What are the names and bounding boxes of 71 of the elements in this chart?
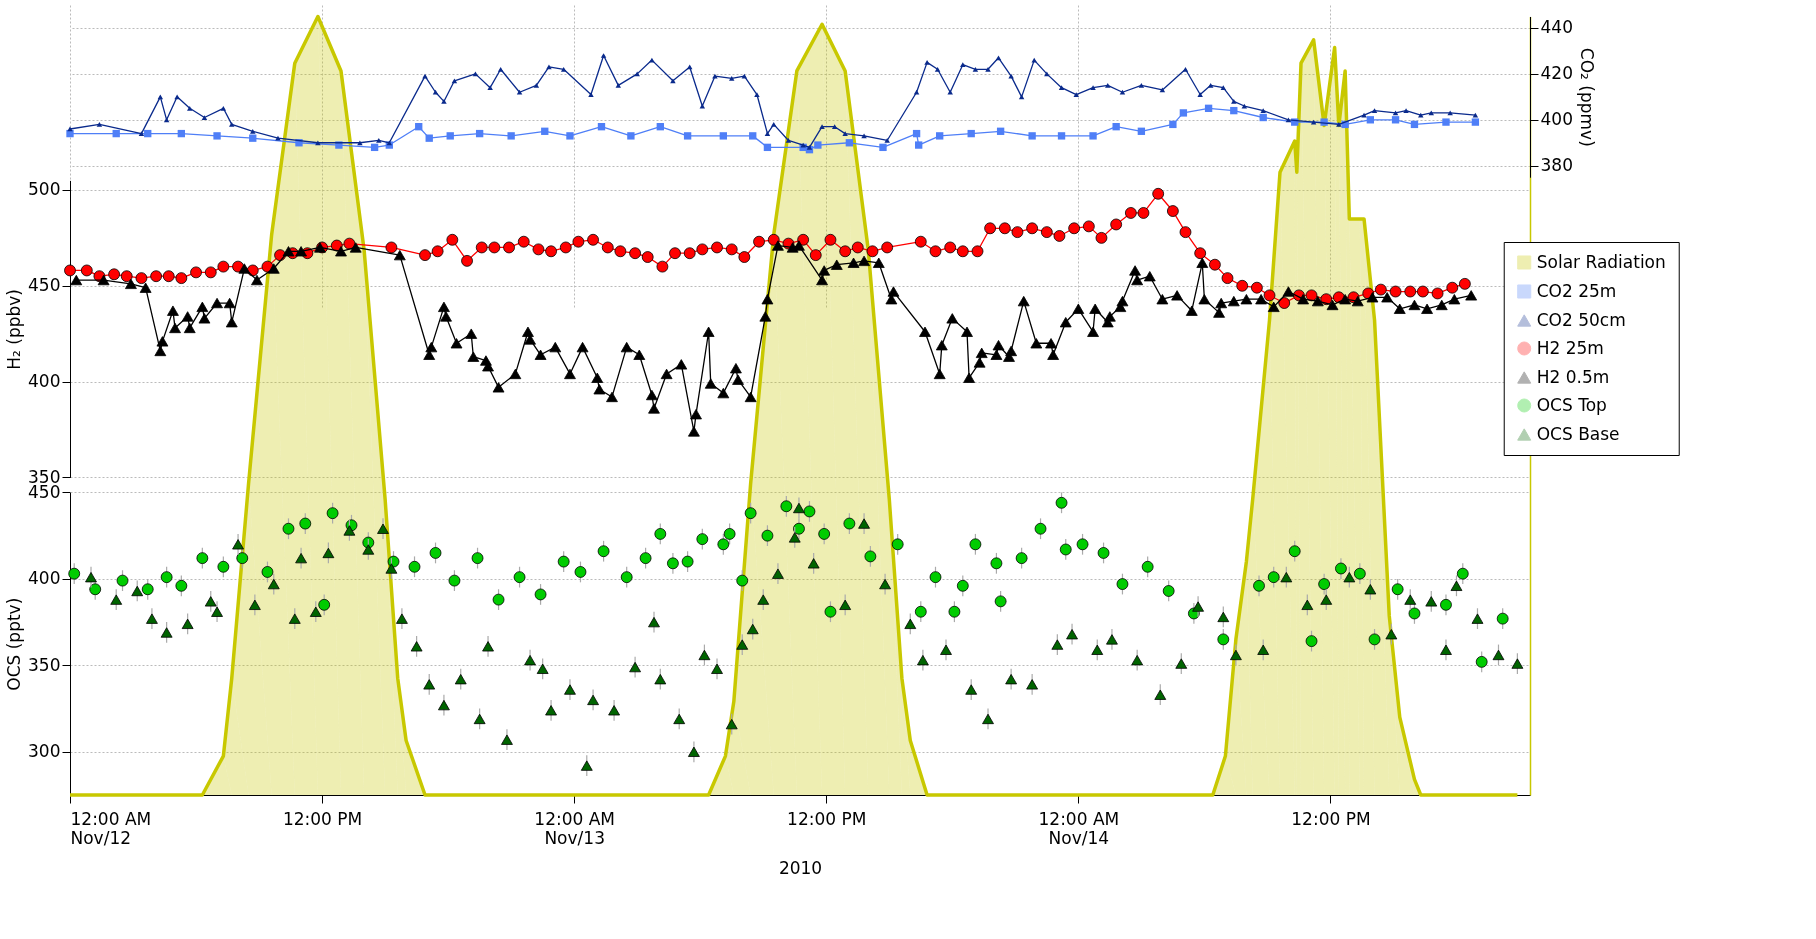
point: [1179, 109, 1188, 117]
y-tick-label: 400: [28, 371, 61, 392]
x-tick-label: 12:00 PM: [787, 808, 867, 829]
point: [1137, 127, 1146, 135]
legend-label: OCS Base: [1536, 423, 1620, 444]
point: [845, 139, 854, 147]
x-tick-label: 12:00 AM Nov/12: [70, 808, 152, 848]
y-axis-title: H₂ (ppbv): [4, 289, 25, 370]
legend-label: CO2 25m: [1536, 280, 1617, 301]
point: [507, 132, 515, 140]
point: [144, 129, 152, 138]
point: [967, 129, 975, 138]
y-tick-label: 350: [28, 654, 61, 675]
point: [1259, 113, 1267, 122]
point: [1112, 123, 1120, 131]
point: [627, 132, 635, 140]
point: [879, 143, 887, 152]
point: [1057, 132, 1066, 140]
point: [370, 143, 379, 152]
legend-label: H2 25m: [1536, 337, 1604, 358]
y-axis-title: OCS (pptv): [4, 597, 25, 691]
x-axis-title: 2010: [778, 857, 823, 878]
x-tick-label: 12:00 PM: [282, 808, 363, 829]
y-tick-label: 400: [1540, 109, 1573, 130]
legend-label: OCS Top: [1536, 394, 1607, 415]
x-tick-label: 12:00 PM: [1291, 808, 1371, 829]
point: [912, 129, 921, 138]
point: [656, 123, 664, 131]
point: [213, 132, 221, 140]
point: [683, 132, 692, 140]
x-tick-label: 12:00 AM Nov/14: [1038, 808, 1120, 848]
y-tick-label: 300: [28, 741, 61, 762]
point: [1471, 118, 1480, 126]
point: [1366, 116, 1375, 124]
point: [475, 129, 484, 138]
y-tick-label: 400: [28, 568, 61, 589]
y-tick-label: 420: [1540, 63, 1573, 84]
point: [936, 132, 944, 140]
point: [1442, 118, 1450, 126]
legend-label: H2 0.5m: [1536, 366, 1610, 387]
y-tick-label: 440: [1540, 17, 1573, 38]
point: [446, 132, 454, 140]
point: [749, 132, 757, 140]
point: [719, 132, 727, 140]
point: [1169, 120, 1177, 129]
point: [597, 123, 606, 131]
point: [415, 123, 423, 131]
point: [814, 141, 822, 149]
point: [425, 134, 433, 142]
y-tick-label: 380: [1540, 155, 1573, 176]
point: [1391, 116, 1400, 124]
y-tick-label: 450: [28, 275, 61, 296]
legend-label: Solar Radiation: [1536, 251, 1666, 272]
point: [541, 127, 549, 135]
point: [249, 134, 257, 142]
y-tick-label: 500: [28, 179, 61, 200]
y-axis-title: CO₂ (ppmv): [1576, 47, 1597, 147]
point: [1204, 104, 1213, 112]
point: [566, 132, 574, 140]
point: [1230, 106, 1238, 115]
point: [177, 129, 186, 138]
point: [1089, 132, 1097, 140]
x-tick-label: 12:00 AM Nov/13: [534, 808, 616, 848]
point: [1410, 120, 1419, 129]
point: [996, 127, 1005, 135]
point: [763, 143, 772, 152]
point: [66, 129, 74, 138]
legend-label: CO2 50cm: [1536, 309, 1626, 330]
point: [112, 129, 120, 138]
point: [1028, 132, 1036, 140]
point: [915, 141, 923, 149]
